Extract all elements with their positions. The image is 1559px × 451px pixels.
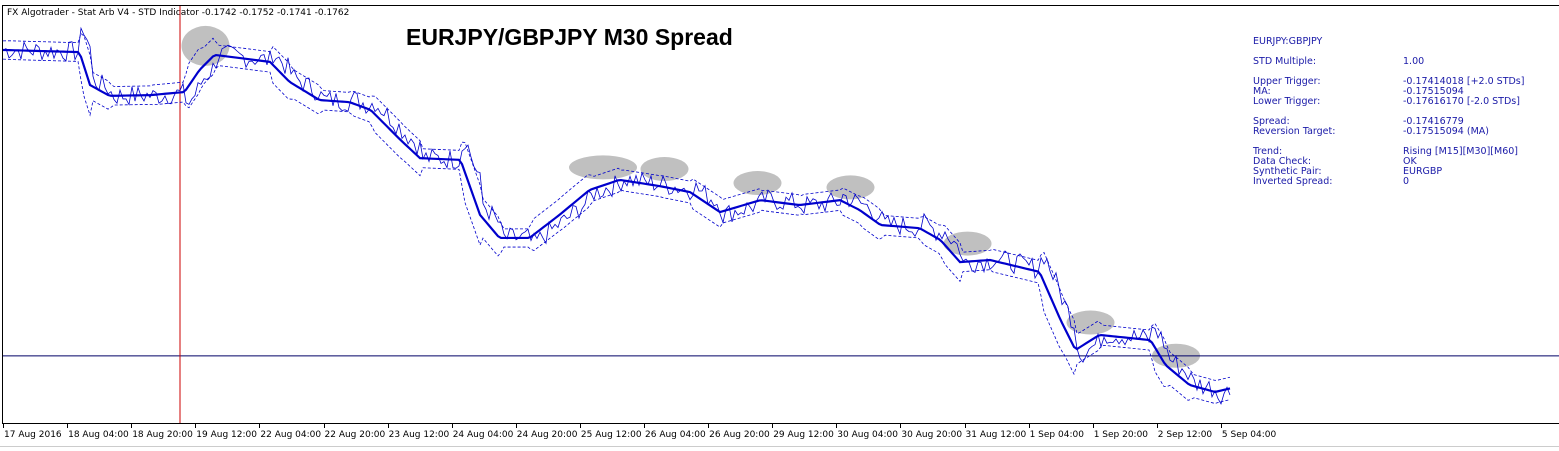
highlight-ellipse — [641, 157, 689, 181]
x-tick-label: 22 Aug 20:00 — [325, 430, 386, 440]
panel-row: STD Multiple:1.00 — [1253, 57, 1524, 67]
x-tick-label: 18 Aug 04:00 — [68, 430, 129, 440]
x-tick-label: 26 Aug 20:00 — [709, 430, 770, 440]
x-tick — [708, 424, 709, 428]
x-tick-label: 30 Aug 04:00 — [837, 430, 898, 440]
x-tick — [836, 424, 837, 428]
x-tick — [516, 424, 517, 428]
upper-trigger-band — [3, 33, 1230, 380]
spread-line — [3, 28, 1230, 404]
x-tick — [67, 424, 68, 428]
highlight-ellipse — [1067, 311, 1115, 335]
panel-value: 1.00 — [1403, 57, 1424, 67]
lower-trigger-band — [3, 59, 1230, 403]
x-tick-label: 23 Aug 12:00 — [389, 430, 450, 440]
panel-value: -0.17616170 [-2.0 STDs] — [1403, 97, 1520, 107]
panel-value: Rising [M15][M30][M60] — [1403, 147, 1518, 157]
panel-row: Lower Trigger:-0.17616170 [-2.0 STDs] — [1253, 97, 1524, 107]
x-tick — [259, 424, 260, 428]
x-tick-label: 30 Aug 20:00 — [901, 430, 962, 440]
x-tick-label: 24 Aug 04:00 — [453, 430, 514, 440]
x-tick — [965, 424, 966, 428]
x-tick-label: 22 Aug 04:00 — [260, 430, 321, 440]
x-tick-label: 1 Sep 04:00 — [1030, 430, 1084, 440]
panel-pair: EURJPY:GBPJPY — [1253, 37, 1524, 47]
highlight-ellipse — [827, 175, 875, 199]
panel-value: -0.17515094 (MA) — [1403, 127, 1489, 137]
panel-label: Lower Trigger: — [1253, 97, 1403, 107]
x-tick-label: 25 Aug 12:00 — [581, 430, 642, 440]
x-tick-label: 1 Sep 20:00 — [1094, 430, 1148, 440]
x-tick-label: 31 Aug 12:00 — [966, 430, 1027, 440]
x-tick — [1221, 424, 1222, 428]
x-tick — [900, 424, 901, 428]
panel-row: Reversion Target:-0.17515094 (MA) — [1253, 127, 1524, 137]
x-tick — [195, 424, 196, 428]
x-tick — [131, 424, 132, 428]
bottom-strip — [0, 446, 1559, 451]
x-tick-label: 2 Sep 12:00 — [1158, 430, 1212, 440]
x-tick-label: 5 Sep 04:00 — [1222, 430, 1276, 440]
ma-line — [3, 50, 1230, 392]
panel-value: 0 — [1403, 177, 1409, 187]
panel-label: Inverted Spread: — [1253, 177, 1403, 187]
x-tick-label: 17 Aug 2016 — [4, 430, 62, 440]
x-tick-label: 26 Aug 04:00 — [645, 430, 706, 440]
panel-label: Upper Trigger: — [1253, 77, 1403, 87]
panel-label: Reversion Target: — [1253, 127, 1403, 137]
x-tick-label: 18 Aug 20:00 — [132, 430, 193, 440]
x-tick-label: 24 Aug 20:00 — [517, 430, 578, 440]
panel-row: Inverted Spread:0 — [1253, 177, 1524, 187]
x-tick — [1029, 424, 1030, 428]
x-tick — [580, 424, 581, 428]
highlight-ellipse — [569, 155, 637, 179]
x-tick-label: 19 Aug 12:00 — [196, 430, 257, 440]
x-tick — [388, 424, 389, 428]
x-tick — [452, 424, 453, 428]
x-tick — [324, 424, 325, 428]
x-tick — [772, 424, 773, 428]
x-tick-label: 29 Aug 12:00 — [773, 430, 834, 440]
chart-title: EURJPY/GBPJPY M30 Spread — [406, 24, 733, 51]
panel-row: Upper Trigger:-0.17414018 [+2.0 STDs] — [1253, 77, 1524, 87]
x-tick — [3, 424, 4, 428]
x-tick — [1093, 424, 1094, 428]
panel-label: STD Multiple: — [1253, 57, 1403, 67]
x-tick — [1157, 424, 1158, 428]
highlight-ellipse — [734, 171, 782, 195]
x-tick — [644, 424, 645, 428]
